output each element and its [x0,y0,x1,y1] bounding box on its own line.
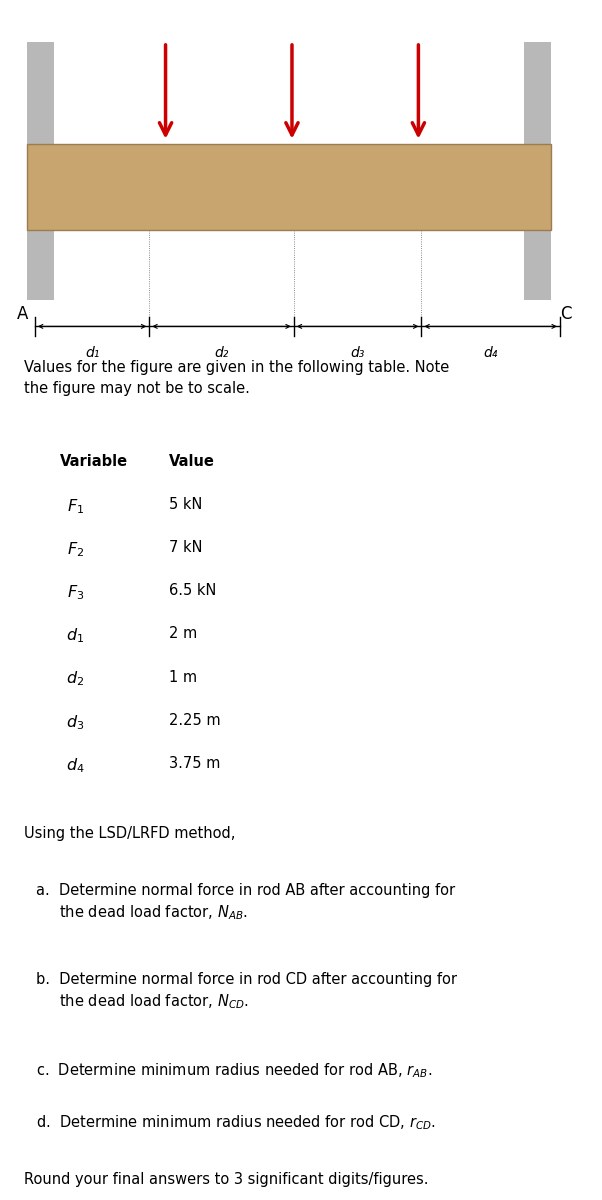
Text: $d_2$: $d_2$ [66,670,84,689]
Text: Round your final answers to 3 significant digits/figures.: Round your final answers to 3 significan… [24,1172,429,1187]
Text: $d_3$: $d_3$ [66,713,84,732]
Text: $F_2$: $F_2$ [67,540,84,559]
Text: 2.25 m: 2.25 m [169,713,220,727]
Text: 5 kN: 5 kN [169,497,202,511]
Text: d.  Determine minimum radius needed for rod CD, $r_{CD}$.: d. Determine minimum radius needed for r… [36,1114,436,1133]
Text: Value: Value [169,454,214,468]
Text: 7 kN: 7 kN [169,540,202,554]
Text: $F_3$: $F_3$ [67,583,84,602]
Text: $d_1$: $d_1$ [66,626,84,646]
Text: c.  Determine minimum radius needed for rod AB, $r_{AB}$.: c. Determine minimum radius needed for r… [36,1061,432,1080]
Text: d₂: d₂ [214,346,229,360]
Text: $F_1$: $F_1$ [67,497,84,516]
Text: Using the LSD/LRFD method,: Using the LSD/LRFD method, [24,826,235,840]
Text: d₄: d₄ [483,346,498,360]
Text: d₃: d₃ [350,346,365,360]
Bar [27,144,551,230]
Text: 1 m: 1 m [169,670,197,684]
Text: d₁: d₁ [85,346,99,360]
Text: b.  Determine normal force in rod CD after accounting for
     the dead load fac: b. Determine normal force in rod CD afte… [36,972,457,1012]
Text: 3.75 m: 3.75 m [169,756,220,770]
Text: Values for the figure are given in the following table. Note
the figure may not : Values for the figure are given in the f… [24,360,449,396]
Text: A: A [17,305,28,323]
Text: 2 m: 2 m [169,626,197,641]
Text: C: C [560,305,571,323]
Text: 6.5 kN: 6.5 kN [169,583,216,598]
Text: a.  Determine normal force in rod AB after accounting for
     the dead load fac: a. Determine normal force in rod AB afte… [36,883,455,923]
Text: $d_4$: $d_4$ [66,756,84,775]
Bar [27,42,54,300]
Bar [524,42,551,300]
Text: Variable: Variable [60,454,128,468]
